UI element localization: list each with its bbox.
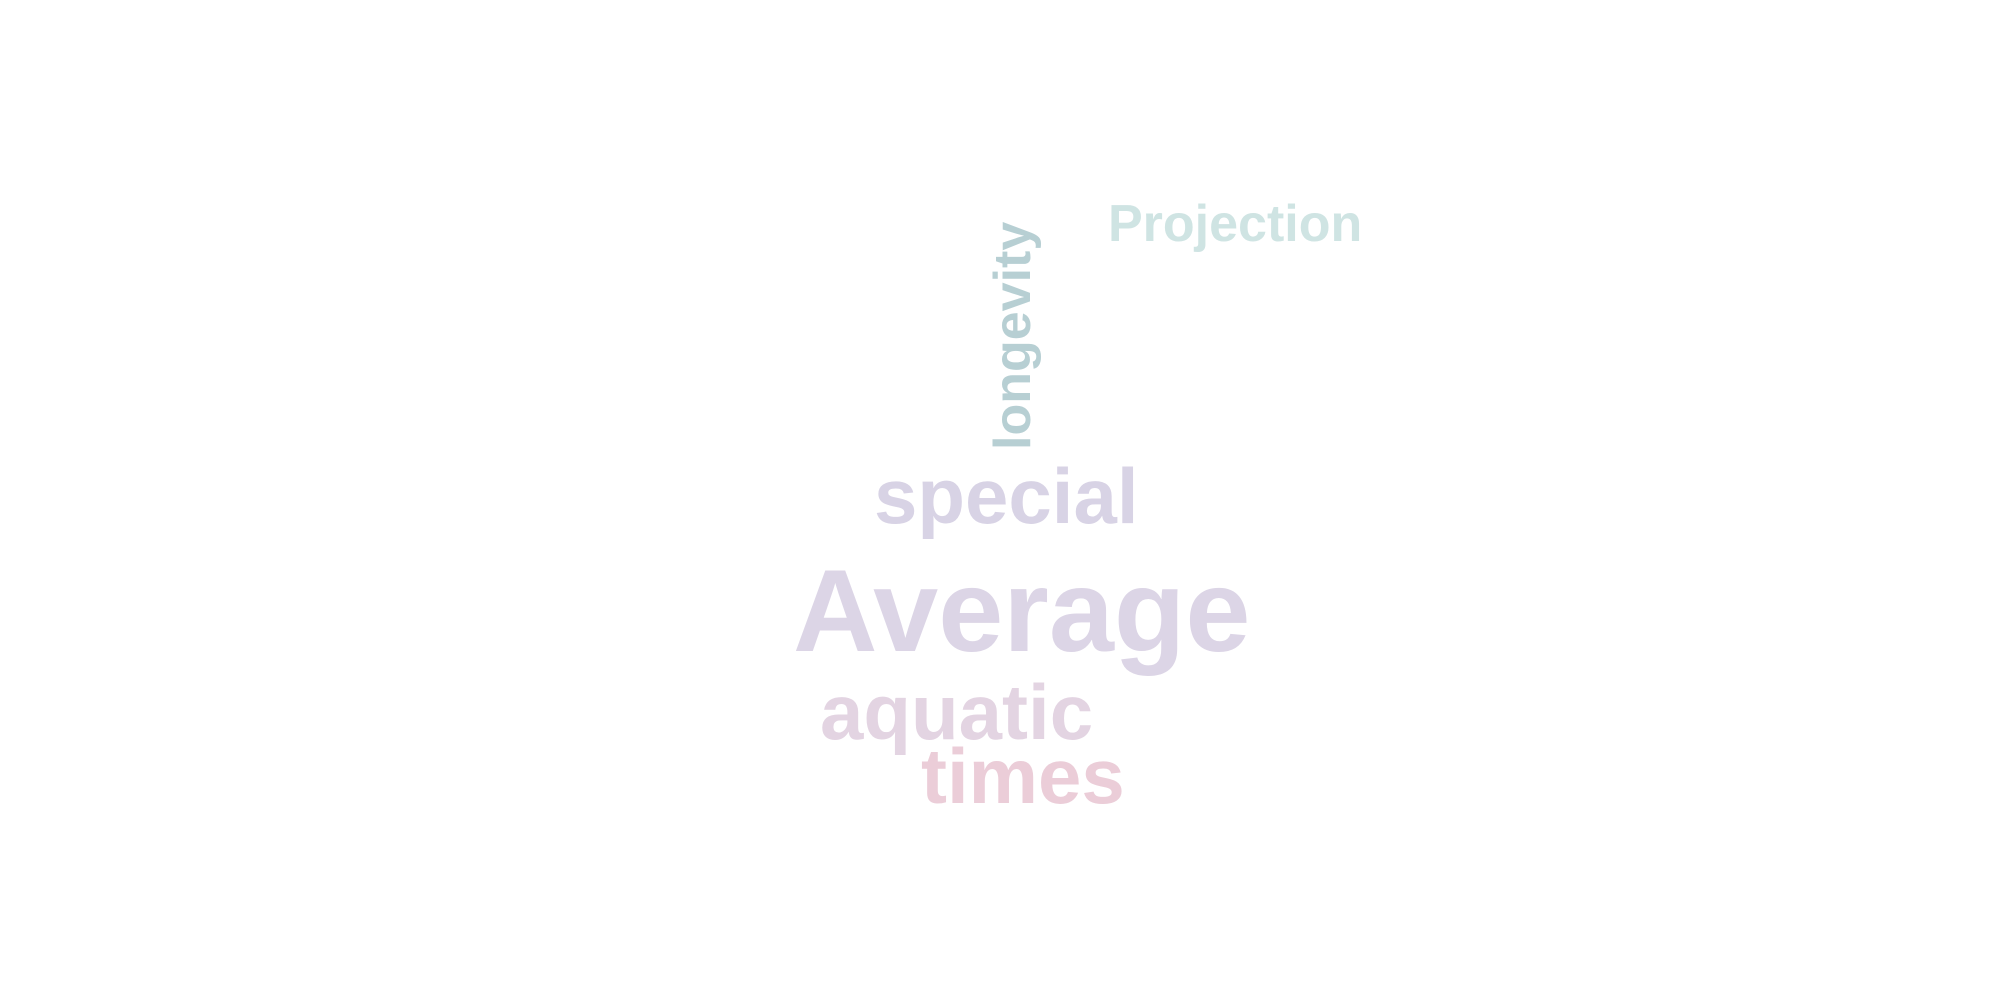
word-aquatic: aquatic xyxy=(820,668,1094,756)
word-longevity: longevity xyxy=(984,221,1042,450)
word-projection: Projection xyxy=(1108,195,1363,253)
word-times: times xyxy=(921,732,1125,820)
word-average: Average xyxy=(793,545,1251,676)
word-special: special xyxy=(874,452,1139,540)
